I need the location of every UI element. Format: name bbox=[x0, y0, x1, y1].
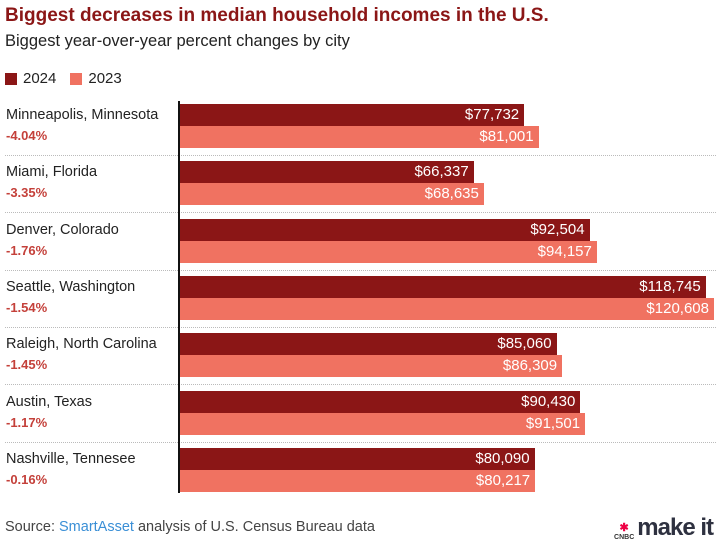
bar-2023: $91,501 bbox=[180, 412, 586, 435]
percent-change-label: -1.45% bbox=[6, 357, 48, 373]
percent-change-label: -3.35% bbox=[6, 185, 48, 201]
bar-value-label: $80,217 bbox=[475, 471, 531, 489]
row-divider bbox=[5, 326, 716, 328]
cnbc-make-it-logo: ✱ CNBC make it bbox=[614, 514, 714, 542]
bar-2024: $66,337 bbox=[180, 161, 474, 184]
bar-2023: $68,635 bbox=[180, 183, 484, 206]
bar-2024: $80,090 bbox=[180, 447, 535, 470]
legend-item-2023: 2023 bbox=[70, 70, 122, 87]
source-suffix: analysis of U.S. Census Bureau data bbox=[133, 519, 375, 535]
chart-row: Minneapolis, Minnesota -4.04% $77,732 $81… bbox=[0, 99, 721, 156]
bar-value-label: $80,090 bbox=[475, 449, 530, 467]
source-prefix: Source: bbox=[5, 519, 59, 535]
bar-2024: $77,732 bbox=[180, 104, 525, 126]
percent-change-label: -1.17% bbox=[6, 414, 48, 430]
chart-row: Miami, Florida -3.35% $66,337 $68,635 bbox=[0, 156, 721, 214]
city-label: Austin, Texas bbox=[6, 393, 92, 410]
chart-row: Denver, Colorado -1.76% $92,504 $94,157 bbox=[0, 214, 721, 271]
city-label: Seattle, Washington bbox=[6, 278, 136, 295]
chart-title: Biggest decreases in median household in… bbox=[5, 5, 549, 26]
chart-subtitle: Biggest year-over-year percent changes b… bbox=[5, 32, 350, 50]
legend: 2024 2023 bbox=[5, 70, 122, 87]
bar-value-label: $66,337 bbox=[414, 163, 469, 181]
legend-swatch-2024 bbox=[5, 72, 17, 85]
chart-row: Austin, Texas -1.17% $90,430 $91,501 bbox=[0, 386, 721, 443]
source-note: Source: SmartAsset analysis of U.S. Cens… bbox=[5, 519, 375, 535]
percent-change-label: -1.54% bbox=[6, 299, 48, 315]
bar-value-label: $68,635 bbox=[424, 185, 479, 203]
row-divider bbox=[5, 384, 716, 386]
row-divider bbox=[5, 212, 716, 214]
bar-value-label: $85,060 bbox=[497, 335, 552, 353]
city-label: Minneapolis, Minnesota bbox=[6, 107, 159, 123]
percent-change-label: -4.04% bbox=[6, 128, 48, 143]
row-divider bbox=[5, 441, 716, 443]
legend-swatch-2023 bbox=[70, 72, 83, 85]
legend-label: 2023 bbox=[88, 70, 122, 87]
row-divider bbox=[5, 269, 716, 271]
legend-label: 2024 bbox=[23, 70, 57, 87]
bar-2024: $118,745 bbox=[180, 275, 706, 298]
bar-value-label: $120,608 bbox=[646, 299, 709, 317]
bar-2023: $94,157 bbox=[180, 240, 597, 263]
bar-2023: $81,001 bbox=[180, 126, 539, 148]
chart-row: Seattle, Washington -1.54% $118,745 $120,… bbox=[0, 271, 721, 328]
bar-2023: $86,309 bbox=[180, 355, 563, 378]
percent-change-label: -0.16% bbox=[6, 471, 48, 487]
legend-item-2024: 2024 bbox=[5, 70, 56, 87]
y-axis-line bbox=[178, 101, 180, 493]
bar-value-label: $118,745 bbox=[639, 277, 701, 295]
bar-value-label: $90,430 bbox=[521, 392, 576, 410]
bar-value-label: $91,501 bbox=[525, 414, 581, 432]
bar-2023: $120,608 bbox=[180, 297, 714, 320]
bar-2024: $85,060 bbox=[180, 333, 557, 356]
bar-value-label: $94,157 bbox=[537, 242, 592, 260]
chart-row: Raleigh, North Carolina -1.45% $85,060 $8… bbox=[0, 328, 721, 386]
city-label: Denver, Colorado bbox=[6, 221, 119, 238]
logo-brand: make it bbox=[637, 514, 714, 541]
chart-row: Nashville, Tennesee -0.16% $80,090 $80,21… bbox=[0, 443, 721, 500]
source-link[interactable]: SmartAsset bbox=[59, 519, 134, 535]
bar-value-label: $86,309 bbox=[502, 357, 558, 375]
bar-value-label: $77,732 bbox=[464, 106, 520, 123]
row-divider bbox=[5, 155, 716, 156]
bar-value-label: $81,001 bbox=[479, 128, 534, 145]
bar-2024: $90,430 bbox=[180, 390, 581, 413]
city-label: Nashville, Tennesee bbox=[6, 450, 136, 467]
city-label: Miami, Florida bbox=[6, 164, 98, 181]
city-label: Raleigh, North Carolina bbox=[6, 336, 157, 353]
bar-2023: $80,217 bbox=[180, 469, 536, 492]
percent-change-label: -1.76% bbox=[6, 242, 48, 258]
cnbc-peacock-icon: ✱ CNBC bbox=[614, 522, 635, 542]
bar-2024: $92,504 bbox=[180, 218, 590, 241]
bar-value-label: $92,504 bbox=[530, 220, 585, 238]
